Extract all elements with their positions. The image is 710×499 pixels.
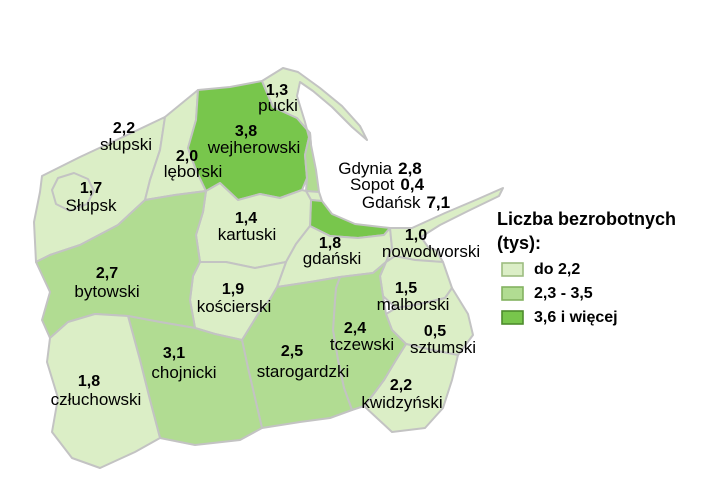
region-value-kartuski: 1,4: [235, 210, 257, 227]
legend-items: do 2,2 2,3 - 3,5 3,6 i więcej: [497, 261, 702, 327]
legend-title-line2: (tys):: [497, 232, 541, 253]
legend-label-high: 3,6 i więcej: [534, 308, 618, 326]
legend-swatch-high: [501, 310, 524, 325]
region-label-czluchowski: człuchowski: [51, 390, 142, 409]
legend-title-line1: Liczba bezrobotnych: [497, 209, 677, 229]
legend-label-mid: 2,3 - 3,5: [534, 284, 593, 302]
legend-item-high: 3,6 i więcej: [501, 309, 702, 327]
region-slupsk-city: [51, 172, 95, 212]
region-value-starogardzki: 2,5: [281, 343, 303, 360]
city-value-gdansk: 7,1: [426, 193, 450, 212]
region-value-wejherowski: 3,8: [235, 123, 257, 140]
region-value-chojnicki: 3,1: [163, 345, 185, 362]
city-value-sopot: 0,4: [400, 175, 424, 194]
region-gdynia: [304, 132, 320, 193]
region-value-tczewski: 2,4: [344, 320, 366, 337]
region-label-leborski: lęborski: [164, 162, 223, 181]
region-value-czluchowski: 1,8: [78, 373, 100, 390]
region-value-sztumski: 0,5: [424, 323, 446, 340]
region-value-kwidzynski: 2,2: [390, 377, 412, 394]
region-value-gdanski: 1,8: [319, 235, 341, 252]
city-label-sopot: Sopot 0,4: [350, 175, 425, 194]
legend-item-low: do 2,2: [501, 261, 702, 279]
region-label-koscierski: kościerski: [197, 297, 272, 316]
map-labels: 1,3 pucki 2,2 słupski 3,8 wejherowski 2,…: [51, 82, 480, 412]
city-name-gdansk: Gdańsk: [362, 193, 421, 212]
region-label-tczewski: tczewski: [330, 335, 394, 354]
map-regions: [33, 67, 504, 469]
region-label-starogardzki: starogardzki: [257, 362, 350, 381]
region-value-slupsk-city: 1,7: [80, 180, 102, 197]
region-value-nowodworski: 1,0: [405, 227, 427, 244]
legend-item-mid: 2,3 - 3,5: [501, 285, 702, 303]
region-label-sztumski: sztumski: [410, 338, 476, 357]
region-label-wejherowski: wejherowski: [207, 138, 301, 157]
region-label-chojnicki: chojnicki: [151, 363, 216, 382]
city-value-gdynia: 2,8: [398, 159, 422, 178]
city-label-gdansk: Gdańsk 7,1: [362, 193, 450, 212]
region-label-kwidzynski: kwidzyński: [361, 393, 442, 412]
legend: Liczba bezrobotnych (tys): do 2,2 2,3 - …: [497, 208, 702, 333]
region-value-pucki: 1,3: [266, 82, 288, 99]
region-value-malborski: 1,5: [395, 280, 417, 297]
region-label-slupski: słupski: [100, 135, 152, 154]
region-label-malborski: malborski: [377, 295, 450, 314]
region-value-leborski: 2,0: [176, 148, 198, 165]
city-name-gdynia: Gdynia: [338, 159, 392, 178]
region-czluchowski: [46, 313, 161, 469]
legend-swatch-mid: [501, 286, 524, 301]
region-label-gdanski: gdański: [303, 249, 362, 268]
legend-swatch-low: [501, 262, 524, 277]
legend-label-low: do 2,2: [534, 260, 581, 278]
region-label-slupsk-city: Słupsk: [65, 196, 117, 215]
city-label-gdynia: Gdynia 2,8: [338, 159, 422, 178]
region-value-slupski: 2,2: [113, 120, 135, 137]
region-pucki: [261, 67, 368, 146]
city-name-sopot: Sopot: [350, 175, 395, 194]
region-value-bytowski: 2,7: [96, 265, 118, 282]
region-label-pucki: pucki: [258, 96, 298, 115]
region-label-bytowski: bytowski: [74, 282, 139, 301]
region-label-kartuski: kartuski: [218, 225, 277, 244]
region-value-koscierski: 1,9: [222, 281, 244, 298]
region-label-nowodworski: nowodworski: [382, 242, 480, 261]
